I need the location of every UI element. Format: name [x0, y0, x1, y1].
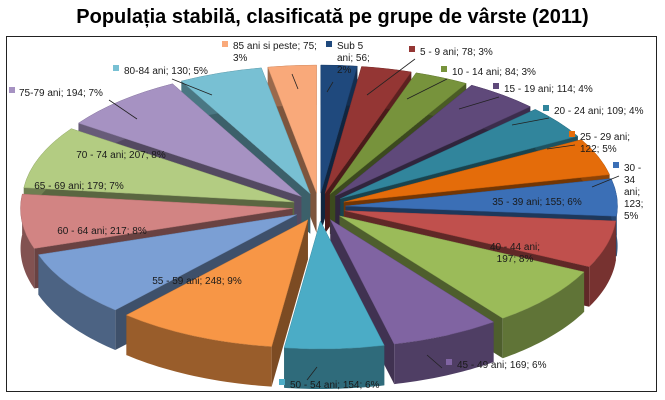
- slice-outer-wall: [38, 254, 116, 351]
- data-label: 80-84 ani; 130; 5%: [124, 66, 208, 77]
- legend-key: [493, 83, 499, 89]
- legend-key: [279, 379, 285, 385]
- data-label-line: 3%: [233, 53, 248, 64]
- leader-line: [406, 78, 448, 100]
- slice-top: [343, 139, 610, 203]
- data-label-line: 20 - 24 ani; 109; 4%: [554, 106, 644, 117]
- leader-line: [591, 175, 620, 188]
- slice-top: [20, 193, 293, 249]
- data-label-line: ani; 56;: [337, 53, 370, 64]
- leader-line: [366, 58, 416, 96]
- data-label-line: 60 - 64 ani; 217; 8%: [57, 226, 147, 237]
- data-label: 5 - 9 ani; 78; 3%: [420, 47, 493, 58]
- legend-key: [441, 66, 447, 72]
- slice-top: [77, 83, 302, 197]
- data-label-line: 50 - 54 ani; 154; 6%: [290, 380, 380, 391]
- legend-key: [613, 162, 619, 168]
- data-label-line: ani;: [624, 187, 640, 198]
- data-label-line: Sub 5: [337, 41, 364, 52]
- slice-top: [267, 64, 317, 194]
- legend-key: [222, 41, 228, 47]
- data-label-line: 123;: [624, 199, 643, 210]
- slice-top: [340, 109, 579, 199]
- slice-top: [329, 72, 467, 195]
- data-label-line: 35 - 39 ani; 155; 6%: [492, 197, 582, 208]
- data-label: 45 - 49 ani; 169; 6%: [457, 360, 547, 371]
- pie-slice: [125, 219, 309, 387]
- data-label: 85 ani si peste; 75; 3%: [233, 41, 317, 64]
- slice-top: [324, 66, 412, 194]
- slice-top: [344, 210, 617, 267]
- slice-top: [339, 215, 585, 319]
- slice-top: [125, 219, 309, 347]
- leader-line: [511, 117, 550, 126]
- slice-top: [283, 220, 385, 350]
- data-label: 30 -34 ani; 123; 5%: [624, 163, 643, 222]
- leader-line: [426, 354, 443, 369]
- data-label-line: 10 - 14 ani; 84; 3%: [452, 67, 536, 78]
- data-label-line: 15 - 19 ani; 114; 4%: [504, 84, 593, 95]
- leader-line: [171, 78, 213, 96]
- slice-outer-wall: [284, 345, 385, 389]
- data-label-line: 5 - 9 ani; 78; 3%: [420, 47, 493, 58]
- pie-slice: [283, 220, 385, 389]
- data-label: 10 - 14 ani; 84; 3%: [452, 67, 536, 78]
- chart-title: Populația stabilă, clasificată pe grupe …: [76, 6, 589, 28]
- legend-key: [446, 359, 452, 365]
- slice-top: [37, 214, 297, 311]
- data-label: 40 - 44 ani; 197; 8%: [490, 242, 540, 265]
- data-label: 60 - 64 ani; 217; 8%: [57, 226, 147, 237]
- data-label-line: 30 -: [624, 163, 641, 174]
- data-label: 50 - 54 ani; 154; 6%: [290, 380, 380, 391]
- slice-top: [345, 178, 618, 217]
- legend-key: [113, 65, 119, 71]
- data-label-line: 45 - 49 ani; 169; 6%: [457, 360, 547, 371]
- pie-chart: Sub 5 ani; 56; 2% 5 - 9 ani; 78; 3% 10 - 14 …: [9, 41, 644, 391]
- data-label-line: 55 - 59 ani; 248; 9%: [152, 276, 242, 287]
- data-label-line: 197; 8%: [497, 254, 534, 265]
- data-label-line: 75-79 ani; 194; 7%: [19, 88, 103, 99]
- slice-outer-wall: [502, 271, 585, 359]
- data-label-line: 80-84 ani; 130; 5%: [124, 66, 208, 77]
- chart-area: Sub 5 ani; 56; 2% 5 - 9 ani; 78; 3% 10 - 14 …: [6, 36, 657, 392]
- slice-top: [320, 64, 358, 194]
- slice-top: [335, 84, 531, 197]
- leader-line: [458, 96, 500, 110]
- legend-key: [409, 46, 415, 52]
- data-label-line: 85 ani si peste; 75;: [233, 41, 317, 52]
- data-label: 75-79 ani; 194; 7%: [19, 88, 103, 99]
- slice-top: [329, 218, 495, 345]
- data-label-line: 2%: [337, 65, 352, 76]
- data-label-line: 40 - 44 ani;: [490, 242, 540, 253]
- leader-line: [326, 81, 334, 93]
- data-label-line: 25 - 29 ani;: [580, 132, 630, 143]
- data-label: 65 - 69 ani; 179; 7%: [34, 181, 124, 192]
- leader-line: [291, 73, 299, 90]
- data-label-line: 34: [624, 175, 636, 186]
- legend-key: [569, 131, 575, 137]
- legend-key: [543, 105, 549, 111]
- leader-line: [306, 366, 318, 381]
- data-label: 15 - 19 ani; 114; 4%: [504, 84, 593, 95]
- data-label-line: 5%: [624, 211, 639, 222]
- data-label: 20 - 24 ani; 109; 4%: [554, 106, 644, 117]
- slice-top: [23, 128, 295, 203]
- data-label: 55 - 59 ani; 248; 9%: [152, 276, 242, 287]
- slice-outer-wall: [126, 315, 272, 387]
- data-label-line: 65 - 69 ani; 179; 7%: [34, 181, 124, 192]
- legend-key: [9, 87, 15, 93]
- slice-outer-wall: [394, 322, 494, 385]
- data-label: 70 - 74 ani; 207; 8%: [76, 150, 166, 161]
- leader-line: [546, 144, 576, 150]
- legend-key: [326, 41, 332, 47]
- data-label: Sub 5 ani; 56; 2%: [337, 41, 370, 76]
- data-label-line: 70 - 74 ani; 207; 8%: [76, 150, 166, 161]
- leader-line: [108, 99, 138, 120]
- slice-outer-wall: [589, 220, 616, 307]
- data-label: 35 - 39 ani; 155; 6%: [492, 197, 582, 208]
- data-label-line: 122; 5%: [580, 144, 617, 155]
- slice-outer-wall: [20, 194, 35, 289]
- data-label: 25 - 29 ani; 122; 5%: [580, 132, 630, 155]
- slice-top: [180, 67, 311, 194]
